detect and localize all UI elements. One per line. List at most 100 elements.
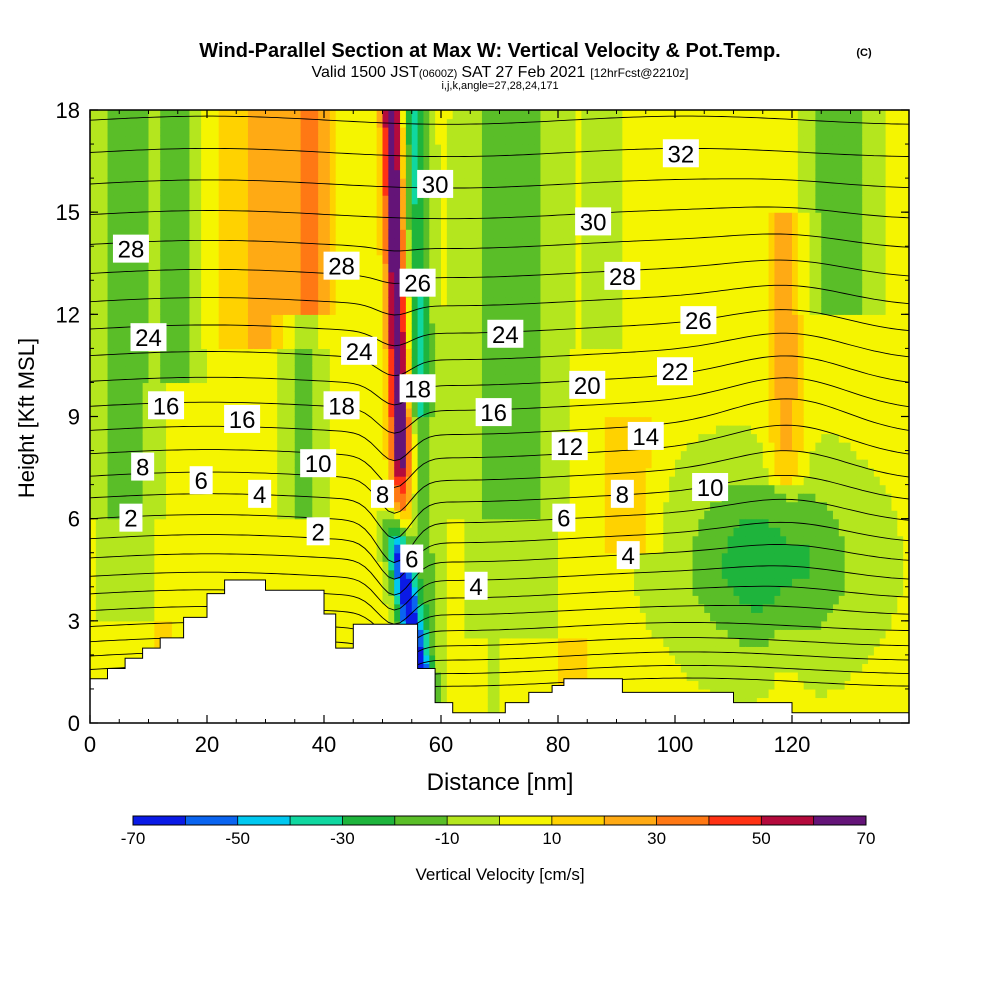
field-cell <box>294 305 302 315</box>
field-cell <box>207 518 214 528</box>
field-cell <box>400 365 407 375</box>
field-cell <box>435 527 442 537</box>
field-cell <box>95 339 103 349</box>
field-cell <box>435 195 442 205</box>
field-cell <box>324 280 331 290</box>
field-cell <box>446 501 454 511</box>
field-cell <box>405 220 413 230</box>
field-cell <box>212 442 220 452</box>
field-cell <box>230 254 237 264</box>
field-cell <box>265 169 272 179</box>
field-cell <box>271 339 278 349</box>
field-cell <box>283 178 290 188</box>
field-cell <box>183 544 191 554</box>
field-cell <box>166 569 173 579</box>
field-cell <box>247 254 255 264</box>
field-cell <box>376 127 384 137</box>
field-cell <box>171 297 179 307</box>
field-cell <box>113 118 120 128</box>
field-cell <box>382 595 389 605</box>
field-cell <box>382 356 389 367</box>
field-cell <box>177 425 185 435</box>
field-cell <box>242 229 249 239</box>
field-cell <box>242 527 249 537</box>
field-cell <box>265 467 272 477</box>
field-cell <box>154 467 161 477</box>
field-cell <box>347 586 354 596</box>
field-cell <box>183 348 191 358</box>
field-cell <box>183 280 191 290</box>
field-cell <box>487 373 495 384</box>
field-cell <box>166 544 173 554</box>
field-cell <box>306 152 313 162</box>
field-cell <box>142 629 150 639</box>
field-cell <box>370 169 378 179</box>
field-cell <box>341 178 348 188</box>
field-cell <box>201 314 208 324</box>
velocity-field <box>90 110 909 723</box>
field-cell <box>183 484 191 494</box>
field-cell <box>218 527 226 537</box>
field-cell <box>458 501 465 511</box>
field-cell <box>177 578 185 588</box>
field-cell <box>113 288 120 298</box>
field-cell <box>493 671 501 682</box>
field-cell <box>201 203 208 213</box>
field-cell <box>125 450 132 460</box>
field-cell <box>160 569 167 579</box>
field-cell <box>119 305 126 315</box>
field-cell <box>324 339 331 349</box>
field-cell <box>224 195 231 205</box>
field-cell <box>154 484 161 494</box>
field-cell <box>481 467 489 477</box>
field-cell <box>429 203 436 213</box>
field-cell <box>329 425 337 435</box>
field-cell <box>476 161 483 171</box>
field-cell <box>470 527 477 537</box>
field-cell <box>394 229 401 239</box>
field-cell <box>300 169 308 179</box>
field-cell <box>294 510 302 520</box>
field-cell <box>347 186 354 196</box>
field-cell <box>394 544 401 554</box>
field-cell <box>353 144 360 154</box>
field-cell <box>283 314 290 324</box>
field-cell <box>148 612 155 622</box>
field-cell <box>148 110 155 120</box>
field-cell <box>207 110 214 120</box>
field-cell <box>405 425 413 435</box>
field-cell <box>417 569 425 579</box>
field-cell <box>277 416 284 426</box>
field-cell <box>353 322 360 332</box>
field-cell <box>171 322 179 332</box>
field-cell <box>300 331 308 341</box>
field-cell <box>230 373 237 384</box>
field-cell <box>470 399 477 409</box>
field-cell <box>458 535 465 545</box>
field-cell <box>107 646 114 656</box>
field-cell <box>183 493 191 503</box>
field-cell <box>300 280 308 290</box>
field-cell <box>207 390 214 401</box>
field-cell <box>441 425 448 435</box>
field-cell <box>119 646 126 656</box>
field-cell <box>364 178 372 188</box>
field-cell <box>195 399 202 409</box>
field-cell <box>441 527 448 537</box>
field-cell <box>113 195 120 205</box>
field-cell <box>277 339 284 349</box>
field-cell <box>329 229 337 239</box>
field-cell <box>417 135 425 145</box>
field-cell <box>218 561 226 571</box>
field-cell <box>283 229 290 239</box>
field-cell <box>253 544 261 554</box>
field-cell <box>259 203 267 213</box>
field-cell <box>119 314 126 324</box>
field-cell <box>271 467 278 477</box>
field-cell <box>435 484 442 494</box>
field-cell <box>423 407 430 418</box>
field-cell <box>90 467 97 477</box>
field-cell <box>335 220 343 230</box>
field-cell <box>470 595 477 605</box>
